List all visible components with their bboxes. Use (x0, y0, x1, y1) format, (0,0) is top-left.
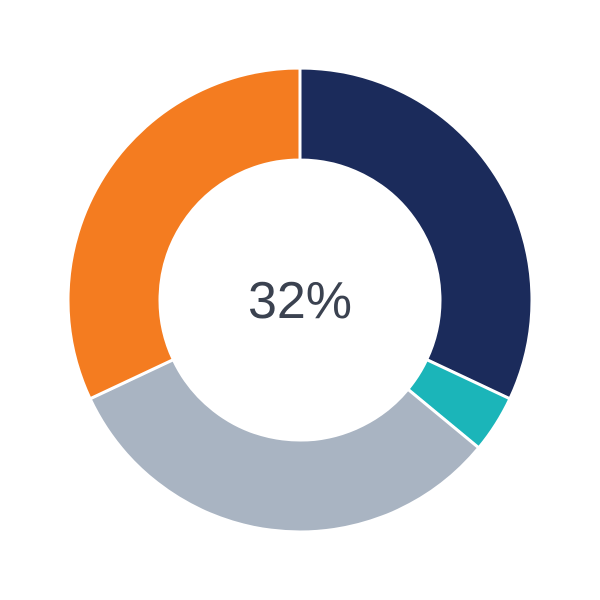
donut-slice-0 (298, 66, 534, 401)
center-label: 32% (248, 272, 352, 330)
donut-slices (66, 66, 534, 534)
donut-slice-2 (88, 357, 481, 534)
donut-slice-3 (66, 66, 302, 401)
